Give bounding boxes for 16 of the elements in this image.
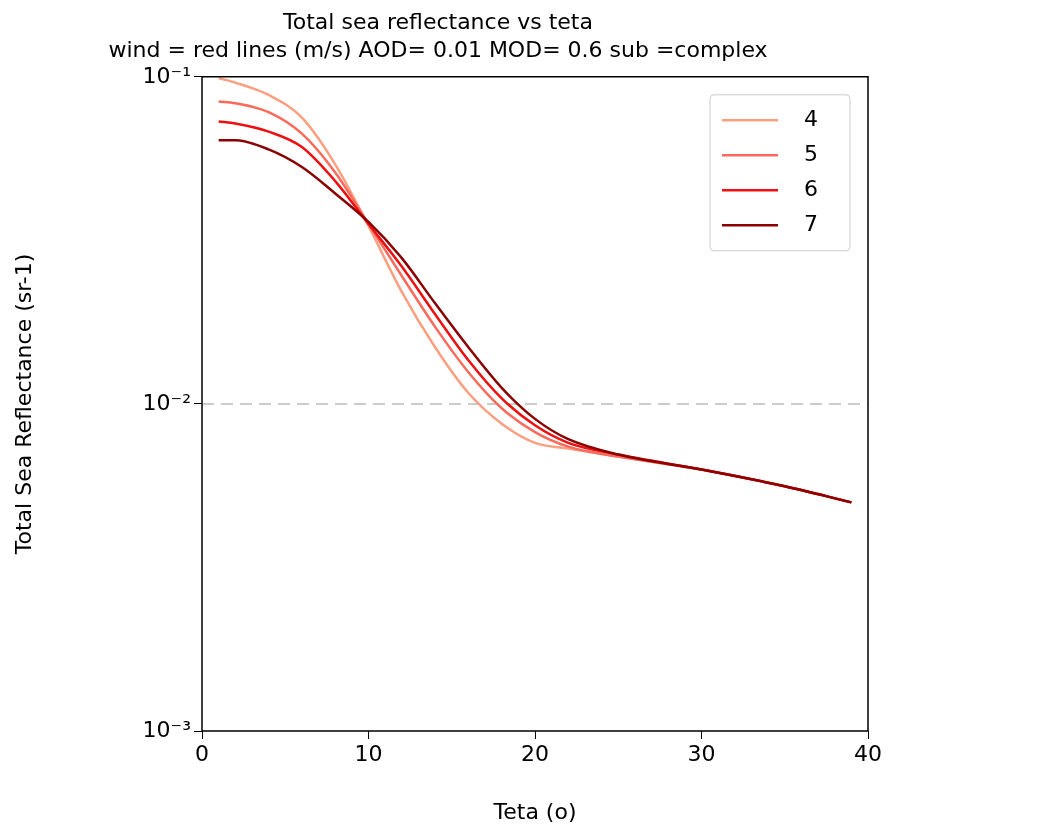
legend-label: 5 [804,141,818,167]
legend-label: 7 [804,211,818,237]
x-tick-label: 40 [854,740,882,766]
x-axis-title: Teta (o) [492,798,577,824]
chart-subtitle: wind = red lines (m/s) AOD= 0.01 MOD= 0.6 sub =complex [108,37,768,63]
y-tick-label: 10⁻³ [142,716,191,742]
legend-label: 4 [804,106,818,132]
x-tick-label: 0 [195,740,209,766]
x-tick-label: 10 [354,740,383,766]
y-tick-label: 10⁻¹ [142,62,191,88]
y-axis-title: Total Sea Reflectance (sr-1) [10,253,36,556]
legend-label: 6 [804,176,818,202]
x-tick-label: 20 [521,740,549,766]
chart-title: Total sea reflectance vs teta [282,8,593,34]
x-tick-label: 30 [687,740,716,766]
y-tick-label: 10⁻² [142,389,191,415]
